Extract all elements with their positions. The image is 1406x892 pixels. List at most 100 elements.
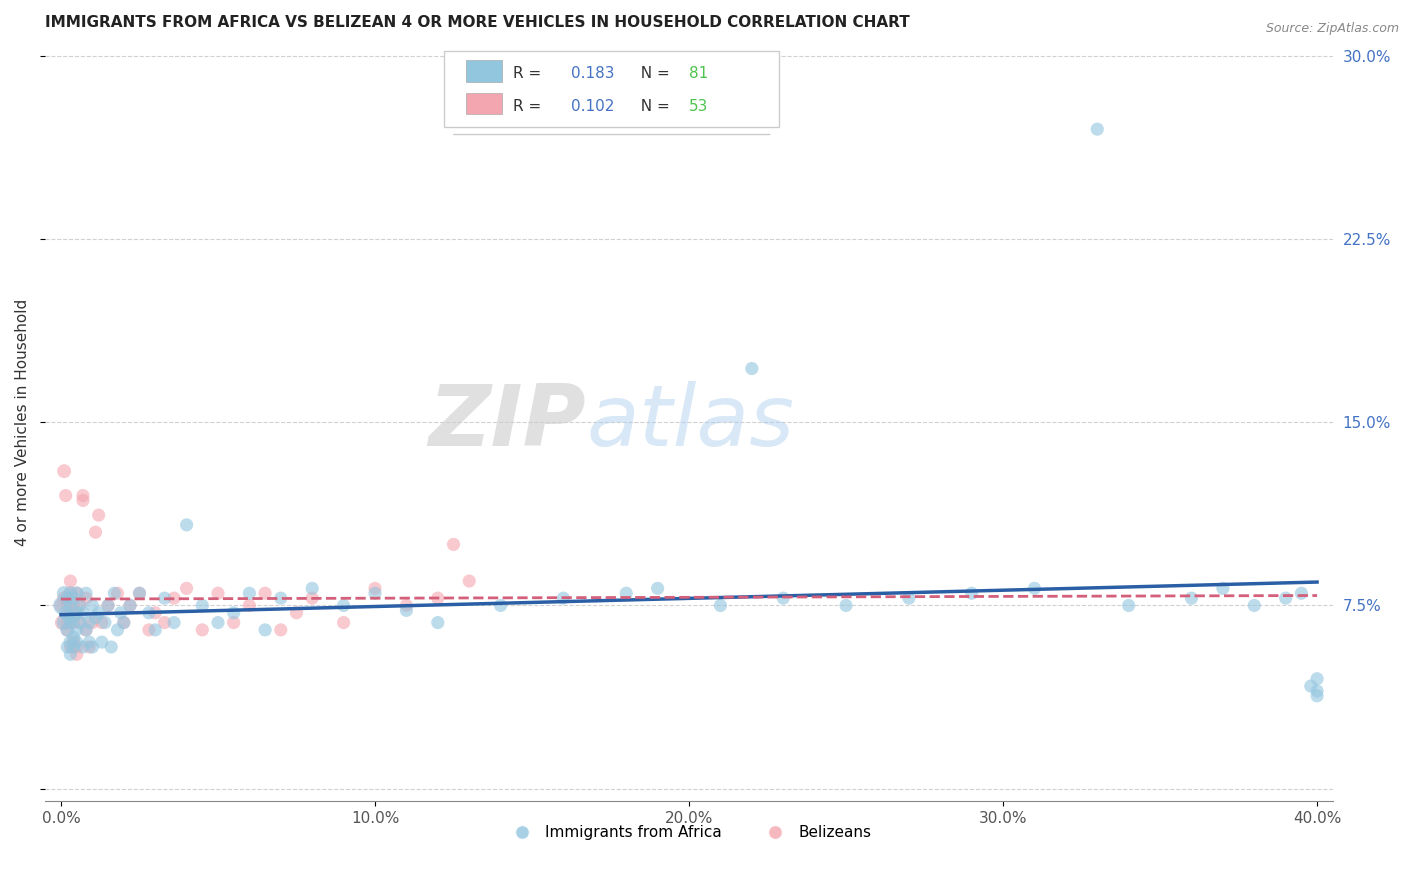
Point [55,606,77,620]
Point [270,623,292,637]
Text: atlas: atlas [586,381,794,464]
Point [53,586,76,600]
Point [59,648,82,662]
Point [69,599,91,613]
Point [107,623,129,637]
Point [72,640,94,654]
Text: R =: R = [513,99,546,114]
Point [69,615,91,630]
Point [56,623,79,637]
Point [191,599,214,613]
Point [222,615,245,630]
Point [120,599,142,613]
Point [254,623,277,637]
Point [75,586,97,600]
Bar [467,93,502,114]
Point [489,599,512,613]
Point [72,606,94,620]
Point [614,586,637,600]
Point [176,582,198,596]
Point [97,599,120,613]
Point [59,615,82,630]
Point [75,623,97,637]
Point [87,508,110,522]
Point [51,599,73,613]
Point [222,606,245,620]
Point [90,635,112,649]
Point [1180,591,1202,606]
Point [143,606,166,620]
Point [143,623,166,637]
Point [238,599,260,613]
Point [395,603,418,617]
Point [153,591,176,606]
Point [69,615,91,630]
Point [87,606,110,620]
Point [1118,599,1140,613]
Point [772,591,794,606]
Point [1243,599,1265,613]
Point [960,586,983,600]
Point [62,615,84,630]
Point [332,599,354,613]
Point [55,489,77,503]
Point [66,635,89,649]
FancyBboxPatch shape [444,51,779,127]
Point [364,586,387,600]
Point [100,640,122,654]
Point [59,586,82,600]
Point [1212,582,1234,596]
Point [84,610,107,624]
Point [59,606,82,620]
Point [94,615,117,630]
Text: Source: ZipAtlas.com: Source: ZipAtlas.com [1265,22,1399,36]
Point [112,615,135,630]
Point [112,615,135,630]
Point [59,635,82,649]
Point [163,591,186,606]
Point [163,615,186,630]
Text: N =: N = [631,99,675,114]
Text: N =: N = [631,66,675,80]
Point [62,630,84,644]
Point [53,615,76,630]
Point [647,582,669,596]
Text: IMMIGRANTS FROM AFRICA VS BELIZEAN 4 OR MORE VEHICLES IN HOUSEHOLD CORRELATION C: IMMIGRANTS FROM AFRICA VS BELIZEAN 4 OR … [45,15,910,30]
Point [51,599,73,613]
Point [59,640,82,654]
Point [66,586,89,600]
Point [1291,586,1313,600]
Point [66,640,89,654]
Point [110,606,132,620]
Point [75,623,97,637]
Point [82,599,104,613]
Point [62,610,84,624]
Point [62,591,84,606]
Point [426,591,449,606]
Point [835,599,858,613]
Point [458,574,481,588]
Point [66,648,89,662]
Point [238,586,260,600]
Point [553,591,575,606]
Point [82,615,104,630]
Point [301,591,323,606]
Point [254,586,277,600]
Point [207,586,229,600]
Point [56,640,79,654]
Text: 0.102: 0.102 [571,99,614,114]
Point [364,582,387,596]
Point [82,640,104,654]
Point [103,586,125,600]
Point [53,464,76,478]
Point [58,610,80,624]
Text: 81: 81 [689,66,709,80]
Point [1299,679,1322,693]
Point [77,640,100,654]
Point [69,599,91,613]
Point [75,591,97,606]
Point [53,591,76,606]
Point [59,599,82,613]
Point [138,606,160,620]
Point [285,606,308,620]
